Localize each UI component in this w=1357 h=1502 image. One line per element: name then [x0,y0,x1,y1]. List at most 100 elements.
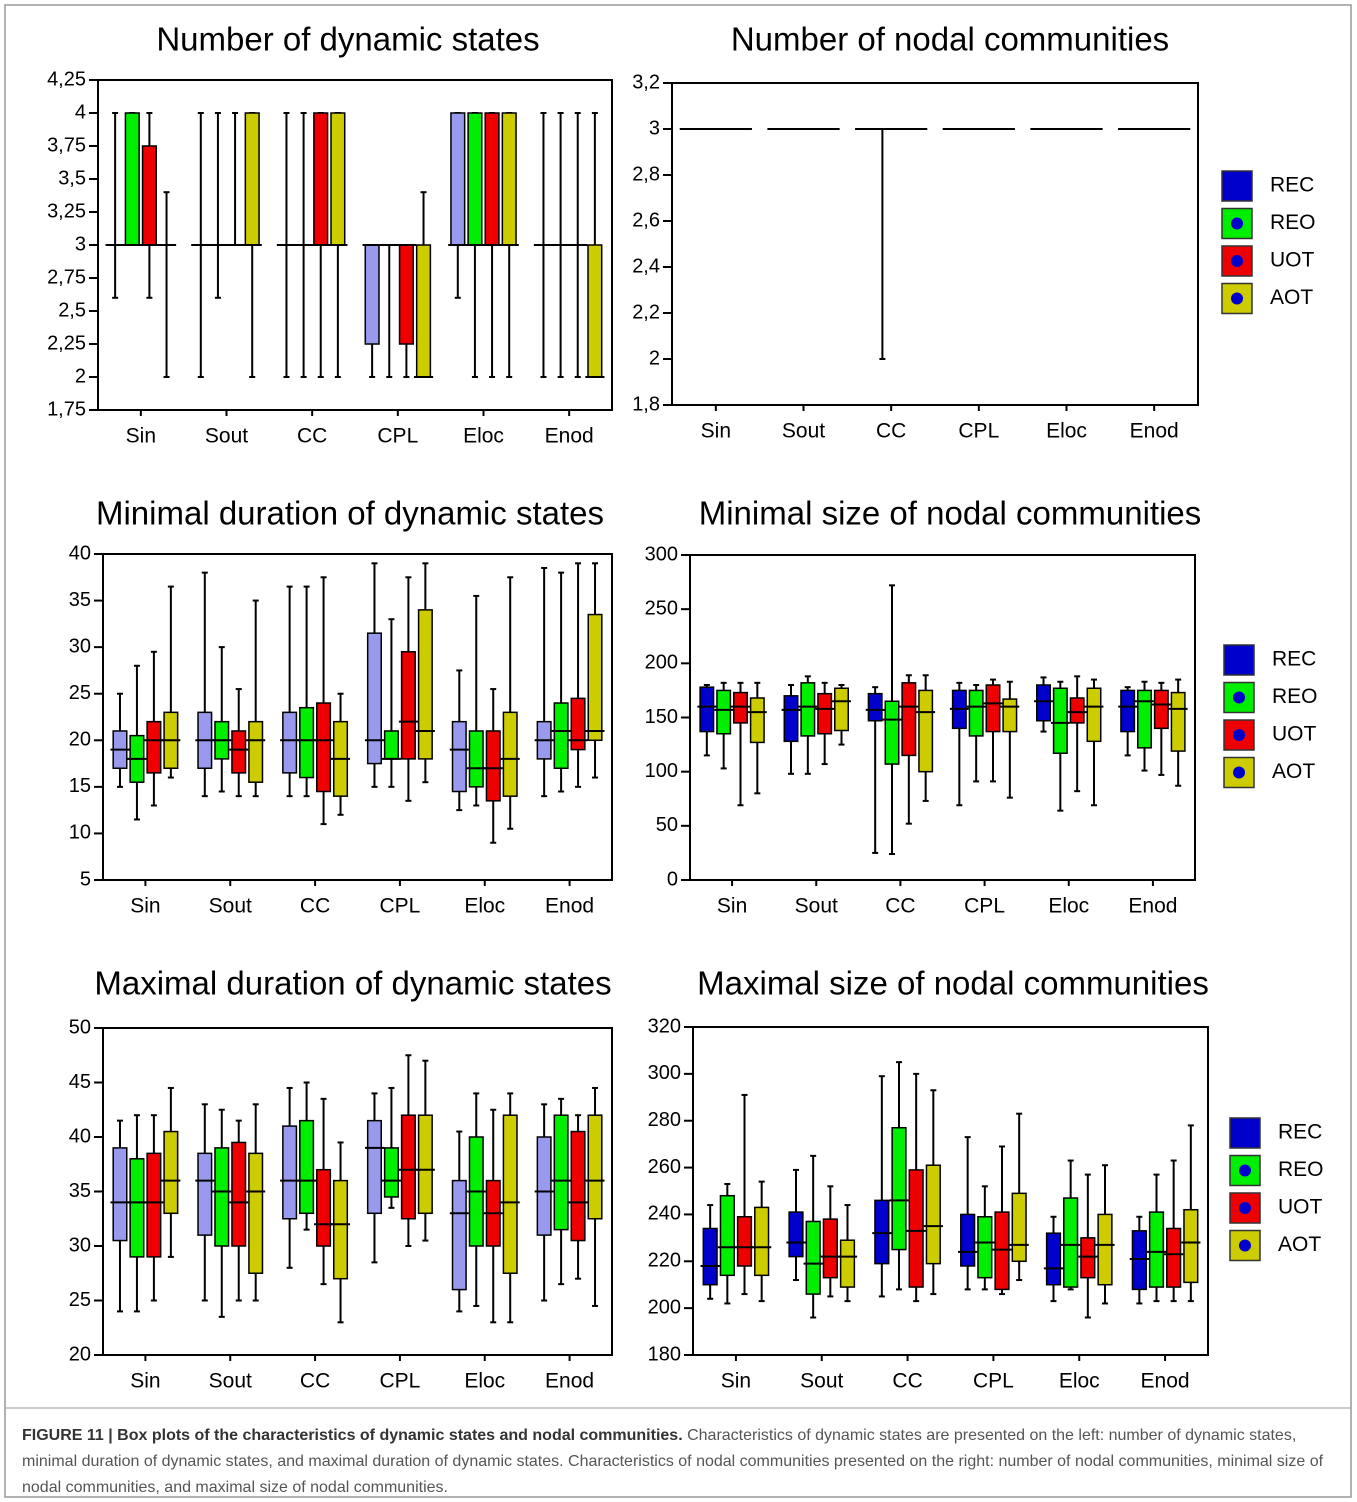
x-tick-label: Enod [545,895,594,918]
box [788,1211,804,1258]
box [415,244,432,378]
box [244,112,260,246]
x-tick-label: CC [300,1370,330,1393]
box [749,697,765,744]
x-tick-label: Eloc [1059,1370,1100,1393]
box [874,1199,890,1265]
x-tick-label: Sout [800,1370,843,1393]
box [968,689,984,737]
box [553,1114,569,1231]
y-tick-label: 3 [649,117,660,139]
box [800,682,816,737]
box [1002,698,1018,733]
box [1097,1213,1113,1286]
x-tick-label: Sin [717,895,747,918]
y-tick-label: 45 [69,1071,91,1093]
plot-frame [671,82,1199,406]
x-tick-label: Sin [130,895,160,918]
y-tick-label: 20 [69,1343,91,1365]
box [1069,697,1085,724]
box [313,112,329,246]
y-tick-label: 25 [69,682,91,704]
box [587,1114,603,1220]
legend-label: UOT [1278,1196,1323,1219]
box [536,1136,552,1236]
x-tick-label: Eloc [1048,895,1089,918]
y-tick-label: 2,75 [47,266,86,288]
y-tick-label: 15 [69,775,91,797]
y-tick-label: 3,25 [47,200,86,222]
y-tick-label: 4 [75,101,86,123]
box [1011,1192,1027,1263]
box [124,112,140,246]
x-tick-label: CPL [958,420,999,443]
box [485,730,501,802]
box [366,632,383,765]
box [282,711,298,774]
x-tick-label: Enod [1130,420,1179,443]
box [400,651,416,760]
box [1063,1197,1079,1288]
y-tick-label: 200 [645,652,678,674]
box [985,684,1001,733]
x-tick-label: CPL [379,895,420,918]
box [501,112,517,246]
x-tick-label: Enod [1141,1370,1190,1393]
box [282,1125,298,1220]
x-tick-label: Sout [205,425,248,448]
legend-dot [1231,255,1243,267]
box [884,700,900,765]
plot-frame [692,1026,1209,1356]
box [451,720,467,793]
chart-title: Minimal size of nodal communities [699,495,1202,532]
box [1036,684,1051,722]
caption: FIGURE 11 | Box plots of the characteris… [22,1423,1342,1501]
y-tick-label: 300 [648,1062,681,1084]
box [316,702,332,793]
box [417,609,433,760]
box [1170,691,1186,752]
box [925,1164,941,1265]
box [231,1141,247,1247]
box [736,1216,753,1267]
box [822,1218,838,1279]
figure-border [4,4,1352,1498]
box [299,1119,315,1215]
box [146,1152,162,1258]
y-tick-label: 30 [69,1234,91,1256]
box [960,1213,976,1267]
x-tick-label: Sout [209,1370,252,1393]
x-tick-label: Sout [782,420,825,443]
chart-title: Maximal size of nodal communities [697,965,1209,1002]
x-tick-label: CPL [379,1370,420,1393]
y-tick-label: 3,5 [58,167,86,189]
box [805,1220,821,1295]
box [570,1130,586,1242]
y-tick-label: 3 [75,233,86,255]
box [1080,1237,1096,1279]
y-tick-label: 100 [645,760,678,782]
x-tick-label: Eloc [464,895,505,918]
box [248,720,264,783]
x-tick-label: Eloc [1046,420,1087,443]
legend-dot [1231,217,1243,230]
y-tick-label: 0 [667,868,678,890]
y-tick-label: 2,8 [632,163,660,185]
box [141,145,158,246]
y-tick-label: 25 [69,1289,91,1311]
y-tick-label: 2 [649,347,660,369]
legend-label: REO [1272,685,1318,708]
box [1148,1211,1165,1288]
box [570,697,586,751]
x-tick-label: Sin [130,1370,160,1393]
y-tick-label: 35 [69,1180,91,1202]
y-tick-label: 20 [69,729,91,751]
chart-title: Number of dynamic states [156,21,539,58]
y-tick-label: 300 [645,543,678,565]
box [502,1114,518,1274]
y-tick-label: 2,6 [632,209,660,231]
box [1052,687,1068,754]
y-tick-label: 180 [648,1343,681,1365]
box [366,1119,383,1215]
legend-label: UOT [1270,249,1315,272]
